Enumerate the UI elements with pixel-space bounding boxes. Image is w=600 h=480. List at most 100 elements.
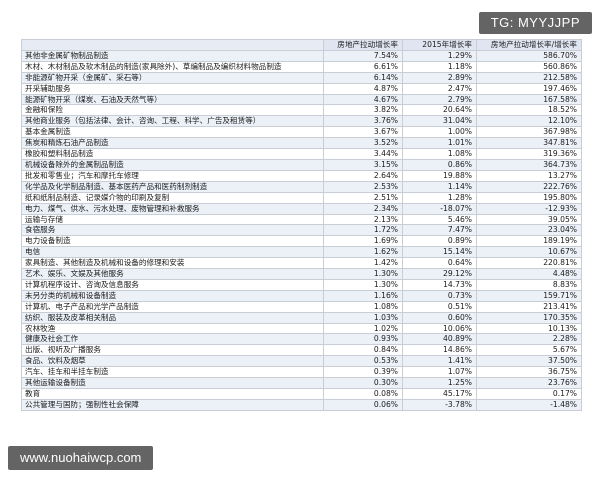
ratio-cell: 212.58% <box>476 71 582 84</box>
property-driven-growth-cell: 1.69% <box>323 235 403 248</box>
table-row: 计算机、电子产品和光学产品制造 1.08% 0.51% 213.41% <box>21 300 582 313</box>
table-header-row: 房地产拉动增长率 2015年增长率 房地产拉动增长率/增长率 <box>21 39 582 51</box>
property-driven-growth-cell: 1.16% <box>323 289 403 302</box>
property-driven-growth-cell: 7.54% <box>323 49 403 62</box>
growth-2015-cell: 2.79% <box>402 93 477 106</box>
industry-cell: 公共管理与国防；强制性社会保障 <box>21 398 324 411</box>
ratio-cell: 220.81% <box>476 257 582 270</box>
table-row: 食品、饮料及烟草 0.53% 1.41% 37.50% <box>21 355 582 368</box>
ratio-cell: 10.67% <box>476 246 582 259</box>
growth-2015-cell: 2.89% <box>402 71 477 84</box>
table-row: 基本金属制造 3.67% 1.00% 367.98% <box>21 126 582 139</box>
growth-2015-cell: 0.86% <box>402 158 477 171</box>
ratio-cell: 4.48% <box>476 268 582 280</box>
growth-2015-cell: 14.73% <box>402 278 477 291</box>
ratio-cell: 39.05% <box>476 213 582 226</box>
industry-cell: 计算机、电子产品和光学产品制造 <box>21 300 324 313</box>
ratio-cell: 364.73% <box>476 158 582 171</box>
property-driven-growth-cell: 1.30% <box>323 278 403 291</box>
table-row: 化学品及化学制品制造、基本医药产品和医药制剂制造 2.53% 1.14% 222.76… <box>21 180 582 193</box>
industry-cell: 艺术、娱乐、文娱及其他服务 <box>21 268 324 280</box>
industry-cell: 纺织、服装及皮革相关制品 <box>21 311 324 324</box>
industry-cell: 汽车、挂车和半挂车制造 <box>21 366 324 379</box>
data-table-container: 房地产拉动增长率 2015年增长率 房地产拉动增长率/增长率 其他非金属矿物制品… <box>21 39 582 411</box>
header-property-driven-growth: 房地产拉动增长率 <box>323 39 403 51</box>
property-driven-growth-cell: 6.61% <box>323 60 403 73</box>
table-row: 电力设备制造 1.69% 0.89% 189.19% <box>21 235 582 248</box>
ratio-cell: 36.75% <box>476 366 582 379</box>
property-driven-growth-cell: 4.67% <box>323 93 403 106</box>
property-driven-growth-cell: 0.93% <box>323 333 403 346</box>
growth-2015-cell: 0.64% <box>402 257 477 270</box>
industry-cell: 农林牧渔 <box>21 322 324 335</box>
growth-2015-cell: 2.47% <box>402 82 477 95</box>
table-row: 橡胶和塑料制品制造 3.44% 1.08% 319.36% <box>21 148 582 160</box>
ratio-cell: 189.19% <box>476 235 582 248</box>
ratio-cell: 23.76% <box>476 377 582 389</box>
property-driven-growth-cell: 0.30% <box>323 377 403 389</box>
table-row: 焦炭和精炼石油产品制造 3.52% 1.01% 347.81% <box>21 137 582 150</box>
industry-cell: 运输与存储 <box>21 213 324 226</box>
property-driven-growth-cell: 3.15% <box>323 158 403 171</box>
header-ratio: 房地产拉动增长率/增长率 <box>476 39 582 51</box>
growth-2015-cell: 5.46% <box>402 213 477 226</box>
ratio-cell: 367.98% <box>476 126 582 139</box>
property-driven-growth-cell: 0.84% <box>323 344 403 357</box>
table-row: 教育 0.08% 45.17% 0.17% <box>21 388 582 400</box>
industry-cell: 出版、视听及广播服务 <box>21 344 324 357</box>
growth-2015-cell: 0.89% <box>402 235 477 248</box>
table-row: 电信 1.62% 15.14% 10.67% <box>21 246 582 259</box>
industry-cell: 化学品及化学制品制造、基本医药产品和医药制剂制造 <box>21 180 324 193</box>
industry-cell: 其他非金属矿物制品制造 <box>21 49 324 62</box>
growth-2015-cell: 1.18% <box>402 60 477 73</box>
table-row: 未另分类的机械和设备制造 1.16% 0.73% 159.71% <box>21 289 582 302</box>
industry-cell: 电力、煤气、供水、污水处理、废物管理和补救服务 <box>21 202 324 215</box>
industry-cell: 食品、饮料及烟草 <box>21 355 324 368</box>
property-driven-growth-cell: 1.72% <box>323 224 403 237</box>
industry-cell: 电力设备制造 <box>21 235 324 248</box>
growth-2015-cell: 0.51% <box>402 300 477 313</box>
table-row: 农林牧渔 1.02% 10.06% 10.13% <box>21 322 582 335</box>
property-driven-growth-cell: 1.08% <box>323 300 403 313</box>
growth-2015-cell: 0.60% <box>402 311 477 324</box>
table-row: 能源矿物开采（煤炭、石油及天然气等） 4.67% 2.79% 167.58% <box>21 93 582 106</box>
table-row: 纺织、服装及皮革相关制品 1.03% 0.60% 170.35% <box>21 311 582 324</box>
ratio-cell: 18.52% <box>476 104 582 117</box>
growth-2015-cell: 1.00% <box>402 126 477 139</box>
growth-2015-cell: -3.78% <box>402 398 477 411</box>
watermark-bottom-badge: www.nuohaiwcp.com <box>8 446 154 470</box>
table-row: 开采辅助服务 4.87% 2.47% 197.46% <box>21 82 582 95</box>
watermark-top-badge: TG: MYYJJPP <box>478 12 592 34</box>
ratio-cell: 8.83% <box>476 278 582 291</box>
table-row: 其他商业服务（包括法律、会计、咨询、工程、科学、广告及租赁等） 3.76% 31.0… <box>21 115 582 128</box>
industry-cell: 开采辅助服务 <box>21 82 324 95</box>
ratio-cell: 347.81% <box>476 137 582 150</box>
property-driven-growth-cell: 2.34% <box>323 202 403 215</box>
ratio-cell: 12.10% <box>476 115 582 128</box>
ratio-cell: 586.70% <box>476 49 582 62</box>
industry-cell: 金融和保险 <box>21 104 324 117</box>
table-row: 艺术、娱乐、文娱及其他服务 1.30% 29.12% 4.48% <box>21 268 582 280</box>
ratio-cell: 170.35% <box>476 311 582 324</box>
growth-2015-cell: 19.88% <box>402 169 477 182</box>
industry-cell: 机械设备除外的金属制品制造 <box>21 158 324 171</box>
property-driven-growth-cell: 1.03% <box>323 311 403 324</box>
property-driven-growth-cell: 2.53% <box>323 180 403 193</box>
property-driven-growth-cell: 0.53% <box>323 355 403 368</box>
industry-cell: 健康及社会工作 <box>21 333 324 346</box>
growth-2015-cell: -18.07% <box>402 202 477 215</box>
table-row: 批发和零售业；汽车和摩托车修理 2.64% 19.88% 13.27% <box>21 169 582 182</box>
growth-2015-cell: 0.73% <box>402 289 477 302</box>
industry-cell: 家具制造、其他制造及机械和设备的修理和安装 <box>21 257 324 270</box>
property-driven-growth-cell: 0.39% <box>323 366 403 379</box>
table-row: 健康及社会工作 0.93% 40.89% 2.28% <box>21 333 582 346</box>
table-body: 其他非金属矿物制品制造 7.54% 1.29% 586.70% 木材、木材制品及软木制品… <box>21 49 582 411</box>
property-driven-growth-cell: 6.14% <box>323 71 403 84</box>
table-row: 木材、木材制品及软木制品的制造(家具除外)、草编制品及编织材料物品制造 6.61%… <box>21 60 582 73</box>
growth-2015-cell: 1.28% <box>402 191 477 204</box>
industry-cell: 其他商业服务（包括法律、会计、咨询、工程、科学、广告及租赁等） <box>21 115 324 128</box>
industry-cell: 非能源矿物开采（金属矿、采石等） <box>21 71 324 84</box>
growth-rate-table: 房地产拉动增长率 2015年增长率 房地产拉动增长率/增长率 其他非金属矿物制品… <box>21 39 582 411</box>
header-2015-growth: 2015年增长率 <box>402 39 477 51</box>
ratio-cell: -1.48% <box>476 398 582 411</box>
